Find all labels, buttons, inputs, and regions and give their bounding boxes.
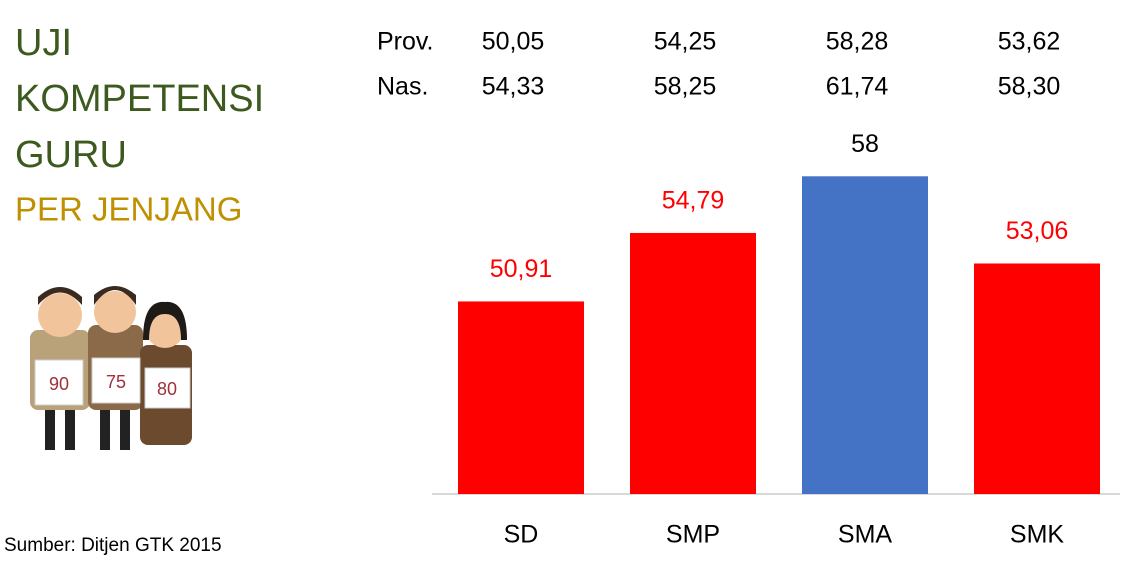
table-cell: 54,25: [654, 28, 717, 56]
bar: [802, 176, 928, 495]
person-leg: [65, 410, 75, 450]
person-hair: [143, 301, 187, 340]
card-score: 75: [106, 372, 126, 392]
bar: [630, 232, 756, 495]
table-cell: 50,05: [482, 28, 545, 56]
table-cell: 58,30: [998, 73, 1061, 101]
person-head: [94, 291, 136, 333]
illustration: 90 75 80: [30, 286, 192, 450]
card-score: 80: [157, 379, 177, 399]
table-cell: 58,28: [826, 28, 889, 56]
person-hair: [94, 286, 136, 305]
table-cell: 54,33: [482, 73, 545, 101]
subtitle: PER JENJANG: [15, 191, 242, 228]
x-tick-label: SMA: [838, 521, 893, 549]
card: [34, 359, 84, 406]
title-line: GURU: [15, 134, 127, 176]
person-head: [38, 293, 82, 337]
table-row-label: Prov.: [377, 28, 434, 56]
person-leg: [45, 410, 55, 450]
bar: [458, 301, 584, 494]
table-cell: 53,62: [998, 28, 1061, 56]
value-label: 54,79: [662, 187, 725, 215]
card: [144, 367, 191, 409]
source: Sumber: Ditjen GTK 2015: [4, 535, 222, 556]
x-tick-label: SD: [504, 521, 539, 549]
person-head: [145, 308, 185, 348]
person-leg: [100, 410, 110, 450]
bar: [974, 263, 1100, 494]
title-line: UJI: [15, 22, 72, 64]
person-hair: [38, 287, 82, 305]
x-tick-label: SMP: [666, 521, 720, 549]
value-label: 58: [851, 130, 879, 158]
card: [91, 357, 141, 404]
table-cell: 61,74: [826, 73, 889, 101]
value-label: 53,06: [1006, 217, 1069, 245]
person-leg: [120, 410, 130, 450]
value-label: 50,91: [490, 255, 553, 283]
table-row-label: Nas.: [377, 73, 428, 101]
x-tick-label: SMK: [1010, 521, 1065, 549]
card-score: 90: [49, 374, 69, 394]
title-line: KOMPETENSI: [15, 78, 264, 120]
table-cell: 58,25: [654, 73, 717, 101]
